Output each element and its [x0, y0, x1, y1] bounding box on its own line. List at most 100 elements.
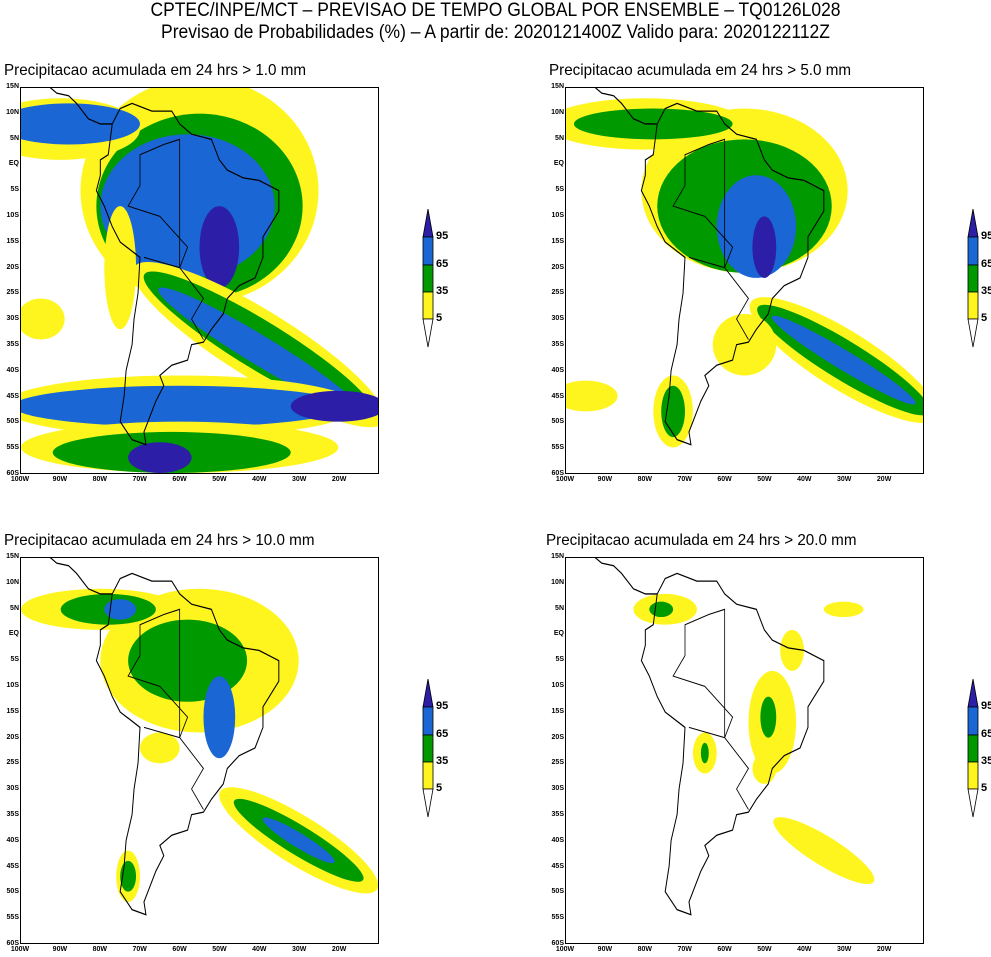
- legend-band: [422, 291, 434, 320]
- latitude-label: 5N: [555, 604, 564, 612]
- latitude-label: 20S: [6, 733, 19, 741]
- panel-title: Precipitacao acumulada em 24 hrs > 1.0 m…: [4, 62, 307, 79]
- longitude-label: 60W: [717, 476, 732, 483]
- longitude-label: 100W: [10, 946, 30, 953]
- latitude-label: 25S: [6, 289, 19, 297]
- legend-band: [422, 761, 434, 790]
- latitude-label: 60S: [6, 940, 19, 947]
- legend-label: 95: [436, 230, 449, 242]
- country-borders: [127, 138, 204, 340]
- legend-top-arrow: [967, 678, 979, 708]
- latitude-label: 40S: [6, 836, 19, 844]
- latitude-label: 5N: [10, 604, 19, 612]
- legend-bottom-arrow: [967, 318, 979, 348]
- probability-region: [21, 103, 140, 145]
- latitude-label: 30S: [551, 785, 564, 793]
- probability-region: [649, 601, 674, 618]
- panel-title: Precipitacao acumulada em 24 hrs > 10.0 …: [4, 532, 315, 549]
- probability-region: [752, 216, 777, 278]
- probability-region: [773, 817, 875, 885]
- longitude-label: 90W: [52, 946, 68, 953]
- latitude-label: EQ: [8, 630, 19, 638]
- legend-band: [967, 706, 979, 736]
- latitude-label: 45S: [551, 392, 564, 400]
- latitude-label: 55S: [6, 444, 19, 452]
- latitude-label: 15N: [6, 83, 19, 90]
- latitude-label: 45S: [6, 392, 19, 400]
- legend-bottom-arrow: [967, 788, 979, 818]
- longitude-label: 50W: [757, 476, 772, 483]
- legend-label: 95: [981, 230, 991, 242]
- probability-region: [140, 732, 180, 764]
- legend-band: [967, 291, 979, 320]
- legend-label: 95: [981, 700, 991, 712]
- legend-label: 35: [436, 755, 449, 767]
- longitude-label: 100W: [555, 476, 575, 483]
- probability-region: [771, 315, 916, 405]
- latitude-label: 55S: [551, 914, 564, 922]
- probability-region: [128, 442, 192, 473]
- latitude-label: 30S: [551, 315, 564, 323]
- probability-region: [104, 206, 137, 330]
- legend-top-arrow: [422, 678, 434, 708]
- longitude-label: 60W: [717, 946, 732, 953]
- longitude-label: 20W: [331, 476, 347, 483]
- longitude-label: 20W: [331, 946, 347, 953]
- longitude-label: 100W: [10, 476, 30, 483]
- latitude-label: 10N: [6, 108, 19, 116]
- longitude-label: 30W: [837, 476, 852, 483]
- legend-label: 65: [436, 258, 449, 270]
- probability-map-panel: [565, 87, 924, 474]
- legend-band: [967, 734, 979, 763]
- country-borders: [672, 608, 749, 810]
- probability-map-panel: [565, 557, 924, 944]
- latitude-label: 15S: [551, 707, 564, 715]
- legend-label: 35: [981, 755, 991, 767]
- longitude-label: 100W: [555, 946, 575, 953]
- country-borders: [127, 608, 204, 810]
- latitude-label: 35S: [551, 811, 564, 818]
- probability-region: [262, 817, 335, 864]
- latitude-label: 30S: [6, 315, 19, 323]
- legend-label: 5: [981, 312, 988, 324]
- legend-top-arrow: [967, 208, 979, 238]
- longitude-label: 70W: [677, 946, 692, 953]
- latitude-label: 15N: [551, 553, 564, 560]
- probability-region: [104, 599, 137, 620]
- legend-label: 35: [981, 285, 991, 297]
- latitude-label: 15S: [6, 707, 19, 715]
- longitude-label: 40W: [797, 476, 812, 483]
- longitude-label: 70W: [677, 476, 692, 483]
- legend-bottom-arrow: [422, 318, 434, 348]
- color-legend: 95 65 35 5: [965, 678, 991, 819]
- latitude-label: 5S: [10, 656, 19, 664]
- latitude-label: 5S: [555, 656, 564, 664]
- probability-region: [21, 298, 65, 340]
- latitude-label: 40S: [551, 836, 564, 844]
- latitude-label: 10N: [551, 578, 564, 586]
- latitude-label: 15N: [6, 553, 19, 560]
- latitude-label: 25S: [551, 289, 564, 297]
- longitude-label: 80W: [637, 946, 652, 953]
- latitude-label: 10N: [6, 578, 19, 586]
- legend-label: 65: [436, 728, 449, 740]
- legend-label: 65: [981, 728, 991, 740]
- color-legend: 95 65 35 5: [965, 208, 991, 349]
- latitude-label: 10S: [551, 682, 564, 689]
- latitude-label: 5N: [555, 134, 564, 142]
- legend-label: 5: [436, 312, 443, 324]
- probability-region: [760, 696, 777, 738]
- latitude-label: 55S: [6, 914, 19, 922]
- legend-label: 35: [436, 285, 449, 297]
- probability-region: [21, 385, 347, 427]
- panel-title: Precipitacao acumulada em 24 hrs > 5.0 m…: [549, 62, 852, 79]
- longitude-label: 80W: [92, 476, 107, 483]
- probability-region: [203, 676, 236, 759]
- latitude-label: 10S: [551, 212, 564, 219]
- latitude-label: EQ: [553, 160, 564, 168]
- latitude-label: 25S: [551, 759, 564, 767]
- longitude-label: 50W: [212, 476, 227, 483]
- latitude-label: 45S: [551, 862, 564, 870]
- latitude-label: 10S: [6, 682, 19, 689]
- latitude-label: 30S: [6, 785, 19, 793]
